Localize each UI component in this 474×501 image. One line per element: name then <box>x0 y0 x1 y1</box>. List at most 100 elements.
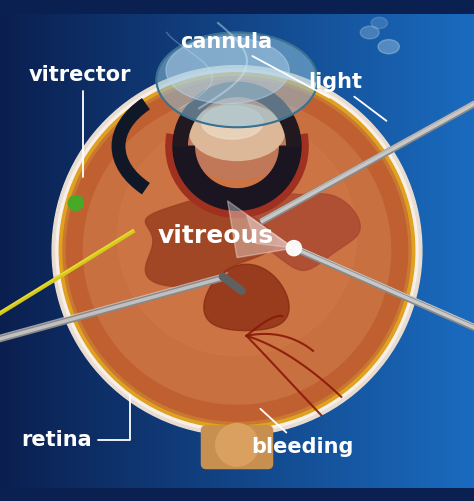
Polygon shape <box>146 196 276 287</box>
Bar <box>334 14 337 487</box>
Bar <box>31 14 33 487</box>
Bar <box>455 14 457 487</box>
Bar <box>344 14 346 487</box>
Bar <box>209 14 211 487</box>
Bar <box>225 14 228 487</box>
Bar <box>235 14 237 487</box>
Bar <box>282 14 284 487</box>
Bar <box>230 14 232 487</box>
Bar <box>190 14 192 487</box>
Bar <box>145 14 147 487</box>
Bar <box>365 14 367 487</box>
Bar <box>327 14 329 487</box>
Bar <box>308 14 310 487</box>
Bar <box>299 14 301 487</box>
Bar <box>81 14 83 487</box>
Circle shape <box>66 80 408 421</box>
Bar <box>0 14 2 487</box>
Bar <box>457 14 460 487</box>
Bar <box>173 14 175 487</box>
Bar <box>315 14 318 487</box>
Bar <box>152 14 154 487</box>
Bar <box>194 14 197 487</box>
Ellipse shape <box>371 18 388 29</box>
Bar <box>460 14 462 487</box>
Text: bleeding: bleeding <box>251 409 354 457</box>
Bar <box>66 14 69 487</box>
Text: retina: retina <box>21 395 130 450</box>
Bar <box>71 14 73 487</box>
Bar <box>351 14 353 487</box>
Bar <box>398 14 401 487</box>
Bar <box>391 14 393 487</box>
Bar <box>363 14 365 487</box>
Circle shape <box>56 70 418 431</box>
Bar <box>431 14 434 487</box>
Bar <box>159 14 161 487</box>
Bar <box>204 14 206 487</box>
Bar <box>434 14 436 487</box>
Bar <box>261 14 263 487</box>
Bar <box>393 14 396 487</box>
Bar <box>52 14 55 487</box>
Bar <box>121 14 123 487</box>
Bar <box>17 14 19 487</box>
Circle shape <box>68 195 83 211</box>
Bar <box>280 14 282 487</box>
Bar <box>251 14 254 487</box>
Bar <box>14 14 17 487</box>
Polygon shape <box>228 201 294 258</box>
Wedge shape <box>173 82 301 146</box>
Bar <box>256 14 258 487</box>
Bar <box>168 14 171 487</box>
Bar <box>284 14 287 487</box>
Bar <box>126 14 128 487</box>
Bar <box>78 14 81 487</box>
Bar <box>123 14 126 487</box>
Bar <box>320 14 322 487</box>
Bar <box>216 14 218 487</box>
Bar <box>90 14 92 487</box>
Bar <box>396 14 398 487</box>
Bar <box>358 14 360 487</box>
Ellipse shape <box>166 37 289 104</box>
Bar <box>370 14 372 487</box>
Bar <box>360 14 363 487</box>
Bar <box>472 14 474 487</box>
Bar <box>178 14 180 487</box>
Bar <box>294 14 296 487</box>
Bar <box>263 14 265 487</box>
Bar <box>201 14 204 487</box>
Bar <box>43 14 45 487</box>
Bar <box>356 14 358 487</box>
Bar <box>187 14 190 487</box>
Bar <box>453 14 455 487</box>
Wedge shape <box>173 146 301 210</box>
Circle shape <box>286 240 301 256</box>
Bar <box>329 14 332 487</box>
Polygon shape <box>246 194 360 271</box>
Bar <box>249 14 251 487</box>
Bar <box>76 14 78 487</box>
Bar <box>239 14 242 487</box>
Ellipse shape <box>185 113 289 179</box>
Bar <box>62 14 64 487</box>
Bar <box>389 14 391 487</box>
Bar <box>85 14 88 487</box>
Bar <box>19 14 21 487</box>
Bar <box>467 14 469 487</box>
Bar <box>185 14 187 487</box>
Bar <box>303 14 306 487</box>
Bar <box>348 14 351 487</box>
Circle shape <box>118 117 356 356</box>
Bar <box>33 14 36 487</box>
Bar <box>118 14 121 487</box>
Bar <box>218 14 220 487</box>
Bar <box>379 14 382 487</box>
Ellipse shape <box>156 33 318 127</box>
Bar <box>412 14 415 487</box>
Bar <box>97 14 100 487</box>
Bar <box>213 14 216 487</box>
Circle shape <box>59 73 415 428</box>
Bar <box>135 14 137 487</box>
